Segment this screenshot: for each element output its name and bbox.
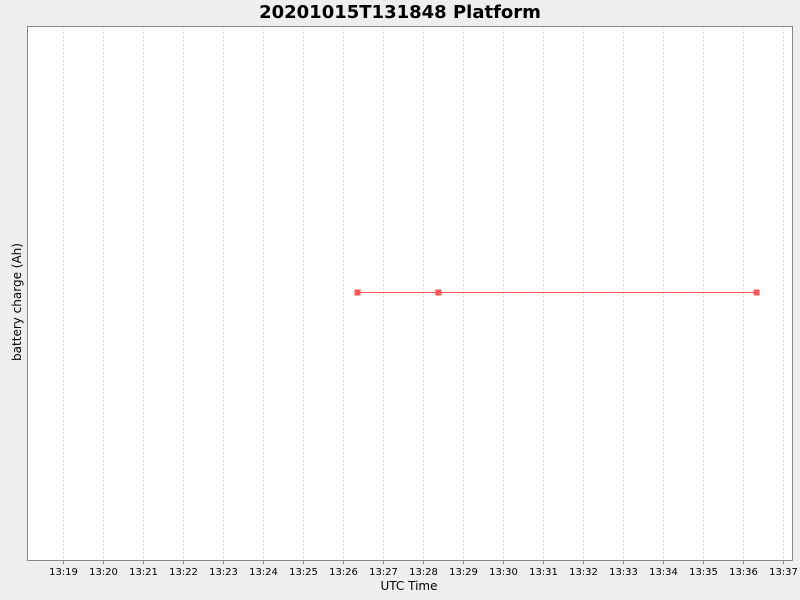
x-tick-label: 13:27	[369, 567, 398, 578]
x-tick-label: 13:36	[729, 567, 758, 578]
x-tick-label: 13:34	[649, 567, 678, 578]
data-point	[435, 289, 442, 296]
x-tick-label: 13:32	[569, 567, 598, 578]
x-tick-label: 13:30	[489, 567, 518, 578]
x-tick-label: 13:21	[129, 567, 158, 578]
x-tick-label: 13:26	[329, 567, 358, 578]
x-tick-label: 13:20	[89, 567, 118, 578]
x-tick-label: 13:37	[769, 567, 798, 578]
data-point	[753, 289, 760, 296]
x-tick-label: 13:35	[689, 567, 718, 578]
x-tick-label: 13:24	[249, 567, 278, 578]
series-layer	[354, 289, 760, 296]
x-tick-label: 13:29	[449, 567, 478, 578]
chart-title: 20201015T131848 Platform	[259, 2, 541, 23]
x-tick-label: 13:31	[529, 567, 558, 578]
x-tick-label: 13:33	[609, 567, 638, 578]
x-tick-label: 13:23	[209, 567, 238, 578]
plot-area	[27, 26, 793, 561]
x-tick-label: 13:25	[289, 567, 318, 578]
y-axis-label: battery charge (Ah)	[10, 243, 24, 361]
x-tick-label: 13:19	[49, 567, 78, 578]
x-axis-ticks: 13:19 13:20 13:21 13:22 13:23 13:24 13:25 13:26…	[49, 561, 798, 578]
gridlines	[63, 28, 784, 560]
data-point	[354, 289, 361, 296]
x-axis-label: UTC Time	[381, 579, 438, 593]
x-tick-label: 13:22	[169, 567, 198, 578]
x-tick-label: 13:28	[409, 567, 438, 578]
